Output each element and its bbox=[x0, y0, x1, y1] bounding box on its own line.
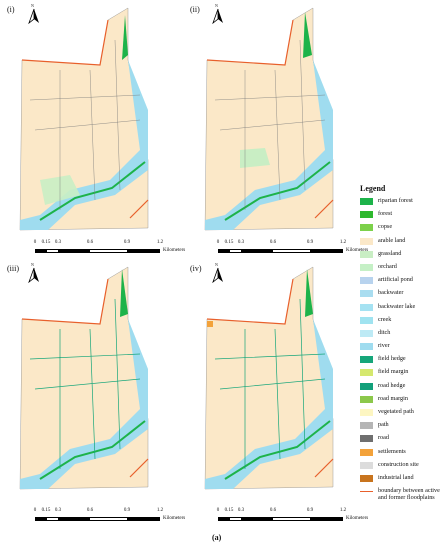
legend-item: vegetated path bbox=[360, 408, 441, 421]
legend-item: settlements bbox=[360, 448, 441, 461]
legend-label: creek bbox=[378, 315, 392, 323]
legend-item: orchard bbox=[360, 263, 441, 276]
legend-swatch bbox=[360, 198, 373, 205]
legend-label: copse bbox=[378, 223, 393, 231]
legend-swatch bbox=[360, 343, 373, 351]
legend-label: orchard bbox=[378, 262, 397, 270]
legend-item: path bbox=[360, 421, 441, 434]
legend-label: road bbox=[378, 434, 389, 442]
legend-swatch bbox=[360, 382, 373, 390]
legend-label: river bbox=[378, 342, 390, 350]
legend-swatch bbox=[360, 356, 373, 364]
legend-label: road margin bbox=[378, 394, 408, 402]
legend-swatch bbox=[360, 369, 373, 377]
legend-item: road margin bbox=[360, 395, 441, 408]
legend-item: artificial pond bbox=[360, 276, 441, 289]
legend-swatch bbox=[360, 422, 373, 430]
north-arrow-icon: N bbox=[212, 262, 224, 284]
legend-title: Legend bbox=[360, 184, 386, 193]
floodplain-map bbox=[204, 266, 334, 490]
legend-swatch bbox=[360, 211, 373, 219]
legend-swatch bbox=[360, 237, 373, 245]
panel-label: (ii) bbox=[190, 5, 200, 14]
figure-label: (a) bbox=[212, 533, 222, 542]
panel-label: (iii) bbox=[7, 264, 19, 273]
legend-item: arable land bbox=[360, 237, 441, 250]
map-legend: Legend riparian forest forest copse arable … bbox=[360, 184, 441, 509]
legend-label: grassland bbox=[378, 249, 402, 257]
floodplain-map bbox=[204, 7, 334, 231]
legend-item: road hedge bbox=[360, 382, 441, 395]
legend-swatch bbox=[360, 435, 373, 443]
legend-swatch bbox=[360, 316, 373, 324]
legend-label: forest bbox=[378, 210, 393, 218]
legend-label: backwater lake bbox=[378, 302, 416, 310]
legend-swatch bbox=[360, 290, 373, 298]
north-arrow-icon: N bbox=[28, 262, 40, 284]
legend-items: riparian forest forest copse arable land gra… bbox=[360, 197, 441, 509]
legend-label: artificial pond bbox=[378, 276, 413, 284]
floodplain-map bbox=[19, 266, 149, 490]
legend-item: field hedge bbox=[360, 355, 441, 368]
legend-label: path bbox=[378, 421, 389, 429]
legend-item: industrial land bbox=[360, 474, 441, 487]
legend-item: field margin bbox=[360, 368, 441, 381]
legend-swatch bbox=[360, 303, 373, 311]
legend-swatch bbox=[360, 263, 373, 271]
legend-label: construction site bbox=[378, 460, 419, 468]
legend-item: backwater lake bbox=[360, 303, 441, 316]
scale-bar: 0 0.15 0.3 0.6 0.9 1.2 Kilometers bbox=[33, 240, 186, 253]
legend-swatch bbox=[360, 474, 373, 482]
legend-swatch bbox=[360, 224, 373, 232]
legend-item: boundary between active and former flood… bbox=[360, 487, 441, 509]
legend-item: forest bbox=[360, 210, 441, 223]
legend-label: backwater bbox=[378, 289, 404, 297]
scale-bar: 0 0.15 0.3 0.6 0.9 1.2 Kilometers bbox=[216, 508, 369, 521]
legend-swatch bbox=[360, 329, 373, 337]
north-arrow-icon: N bbox=[28, 3, 40, 25]
legend-item: grassland bbox=[360, 250, 441, 263]
legend-item: construction site bbox=[360, 461, 441, 474]
legend-item: creek bbox=[360, 316, 441, 329]
legend-item: riparian forest bbox=[360, 197, 441, 210]
panel-label: (iv) bbox=[190, 264, 202, 273]
legend-label: industrial land bbox=[378, 473, 414, 481]
legend-label: riparian forest bbox=[378, 197, 413, 204]
legend-label: road hedge bbox=[378, 381, 406, 389]
legend-label: field hedge bbox=[378, 355, 406, 363]
north-arrow-icon: N bbox=[212, 3, 224, 25]
floodplain-map bbox=[19, 7, 149, 231]
legend-label: arable land bbox=[378, 236, 406, 244]
legend-swatch bbox=[360, 409, 373, 416]
legend-label: boundary between active and former flood… bbox=[378, 487, 440, 502]
legend-label: settlements bbox=[378, 447, 406, 455]
legend-swatch bbox=[360, 448, 373, 456]
legend-swatch bbox=[360, 491, 373, 493]
scale-bar: 0 0.15 0.3 0.6 0.9 1.2 Kilometers bbox=[216, 240, 369, 253]
legend-swatch bbox=[360, 250, 373, 258]
legend-item: river bbox=[360, 342, 441, 355]
legend-label: vegetated path bbox=[378, 408, 414, 415]
legend-swatch bbox=[360, 395, 373, 403]
legend-swatch bbox=[360, 277, 373, 285]
legend-swatch bbox=[360, 461, 373, 469]
legend-item: copse bbox=[360, 223, 441, 236]
legend-item: ditch bbox=[360, 329, 441, 342]
legend-label: ditch bbox=[378, 328, 391, 336]
legend-item: backwater bbox=[360, 289, 441, 302]
legend-label: field margin bbox=[378, 368, 409, 376]
panel-label: (i) bbox=[7, 5, 15, 14]
scale-bar: 0 0.15 0.3 0.6 0.9 1.2 Kilometers bbox=[33, 508, 186, 521]
legend-item: road bbox=[360, 434, 441, 447]
